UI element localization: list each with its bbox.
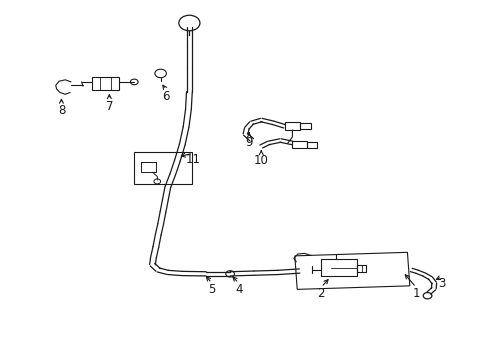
Bar <box>321 259 356 276</box>
Text: 4: 4 <box>235 283 242 296</box>
Text: 9: 9 <box>245 136 252 149</box>
Text: 11: 11 <box>185 153 200 166</box>
Text: 2: 2 <box>317 287 324 300</box>
Bar <box>292 141 306 148</box>
Bar <box>300 123 310 129</box>
Bar <box>141 162 156 172</box>
Bar <box>284 122 300 130</box>
Text: 7: 7 <box>105 100 113 113</box>
Text: 8: 8 <box>58 104 65 117</box>
Bar <box>306 142 317 148</box>
Text: 5: 5 <box>208 283 215 296</box>
Text: 3: 3 <box>437 277 445 290</box>
Bar <box>356 265 361 273</box>
Bar <box>134 152 191 184</box>
Bar <box>92 77 119 90</box>
Text: 1: 1 <box>411 287 419 300</box>
Bar <box>356 265 365 273</box>
Text: 6: 6 <box>162 90 169 103</box>
Text: 10: 10 <box>253 154 268 167</box>
